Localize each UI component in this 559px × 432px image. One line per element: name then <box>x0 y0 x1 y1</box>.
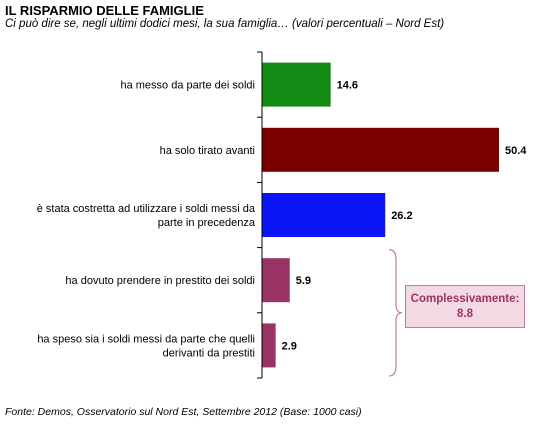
source-note: Fonte: Demos, Osservatorio sul Nord Est,… <box>5 406 362 418</box>
category-label-2: ha solo tirato avanti <box>160 145 255 157</box>
category-label-3-line-1: è stata costretta ad utilizzare i soldi … <box>37 203 256 215</box>
summary-label: Complessivamente: <box>410 293 520 305</box>
summary-callout: Complessivamente: 8.8 <box>405 285 525 328</box>
category-label-5-line-1: ha speso sia i soldi messi da parte che … <box>37 333 255 345</box>
category-label-3-line-2: parte in precedenza <box>158 217 256 229</box>
bar-2 <box>262 127 499 172</box>
category-label-4: ha dovuto prendere in prestito dei soldi <box>65 275 255 287</box>
chart-subtitle: Ci può dire se, negli ultimi dodici mesi… <box>5 18 445 30</box>
value-label-2: 50.4 <box>505 145 527 157</box>
bar-4 <box>262 258 290 303</box>
chart-title: IL RISPARMIO DELLE FAMIGLIE <box>5 3 204 18</box>
bar-1 <box>262 62 331 107</box>
bar-5 <box>262 323 276 368</box>
value-label-5: 2.9 <box>282 340 297 352</box>
category-label-1: ha messo da parte dei soldi <box>120 80 255 92</box>
bar-3 <box>262 193 386 237</box>
value-label-3: 26.2 <box>391 210 412 222</box>
value-label-4: 5.9 <box>296 275 311 287</box>
category-label-5-line-2: derivanti da prestiti <box>163 347 255 359</box>
group-brace <box>388 249 403 377</box>
value-label-1: 14.6 <box>337 80 358 92</box>
summary-value: 8.8 <box>457 308 473 320</box>
